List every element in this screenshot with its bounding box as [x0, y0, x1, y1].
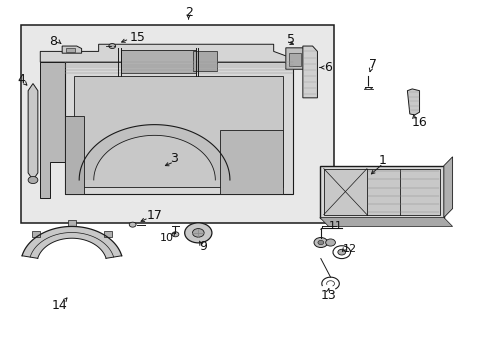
Bar: [319, 166, 443, 217]
Text: 8: 8: [49, 35, 57, 48]
Bar: [323, 168, 439, 215]
Polygon shape: [62, 46, 81, 53]
Polygon shape: [40, 62, 64, 198]
Text: 4: 4: [18, 73, 26, 86]
Polygon shape: [79, 125, 229, 180]
Circle shape: [337, 249, 345, 255]
Polygon shape: [64, 62, 292, 194]
Bar: [65, 48, 75, 52]
Bar: [68, 220, 76, 226]
Circle shape: [313, 238, 327, 248]
Polygon shape: [40, 44, 292, 62]
Text: 12: 12: [342, 244, 356, 253]
Bar: [21, 24, 334, 223]
Polygon shape: [285, 48, 307, 69]
Circle shape: [109, 44, 116, 49]
Text: 6: 6: [324, 61, 331, 74]
Text: 10: 10: [160, 233, 173, 243]
Text: 14: 14: [52, 299, 67, 312]
Polygon shape: [407, 89, 419, 115]
Text: 15: 15: [129, 31, 145, 44]
Text: 11: 11: [328, 221, 342, 231]
Polygon shape: [319, 217, 452, 226]
Text: 3: 3: [170, 152, 178, 165]
Bar: [288, 53, 301, 66]
Circle shape: [192, 229, 203, 237]
Circle shape: [172, 232, 179, 237]
Bar: [32, 231, 40, 238]
Text: 1: 1: [378, 154, 386, 167]
Circle shape: [325, 239, 335, 246]
Polygon shape: [22, 226, 122, 258]
Text: 5: 5: [286, 33, 295, 46]
Text: 9: 9: [199, 240, 207, 253]
Text: 17: 17: [147, 209, 163, 222]
Polygon shape: [443, 157, 452, 217]
Polygon shape: [302, 46, 317, 98]
Circle shape: [28, 176, 38, 184]
Polygon shape: [74, 76, 283, 187]
Bar: [104, 231, 112, 238]
Bar: [220, 130, 283, 194]
Text: 13: 13: [320, 288, 335, 302]
Circle shape: [317, 240, 323, 245]
Bar: [120, 50, 196, 73]
Text: 2: 2: [184, 6, 192, 19]
Bar: [64, 116, 84, 194]
Circle shape: [129, 222, 136, 227]
Circle shape: [184, 223, 211, 243]
Polygon shape: [28, 84, 38, 180]
Bar: [193, 51, 216, 71]
Text: 16: 16: [411, 116, 427, 129]
Text: 7: 7: [368, 58, 377, 72]
